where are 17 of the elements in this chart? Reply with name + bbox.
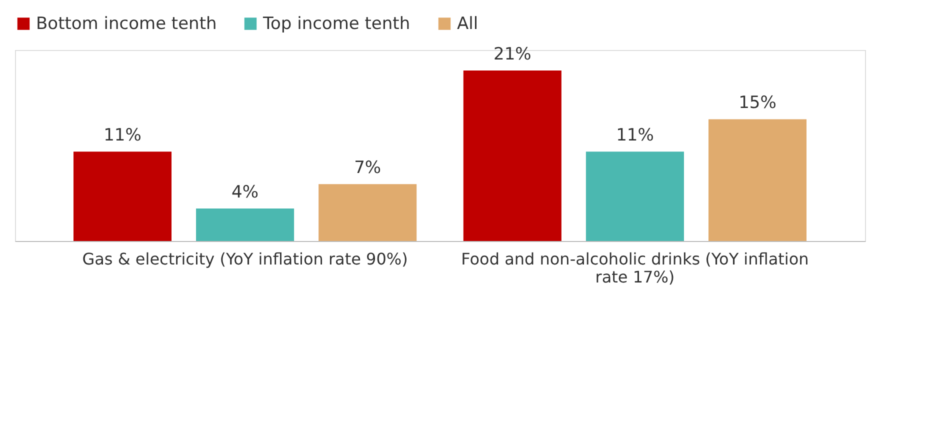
bar xyxy=(196,208,294,241)
legend-label: All xyxy=(457,14,478,34)
bar xyxy=(708,119,807,241)
legend-label: Bottom income tenth xyxy=(36,14,217,34)
bar xyxy=(318,184,417,241)
x-tick-label: Food and non-alcoholic drinks (YoY inflation rate 17%) xyxy=(461,250,809,286)
data-label: 11% xyxy=(104,126,142,146)
data-label: 4% xyxy=(232,182,259,203)
data-label: 7% xyxy=(354,158,382,178)
bar xyxy=(73,152,172,241)
data-label: 11% xyxy=(616,126,654,146)
data-label: 15% xyxy=(738,93,776,114)
data-label: 21% xyxy=(494,44,532,64)
bar xyxy=(463,70,562,241)
x-tick-label: Gas & electricity (YoY inflation rate 90%) xyxy=(82,250,408,268)
legend-label: Top income tenth xyxy=(262,14,410,34)
bar xyxy=(586,152,684,241)
